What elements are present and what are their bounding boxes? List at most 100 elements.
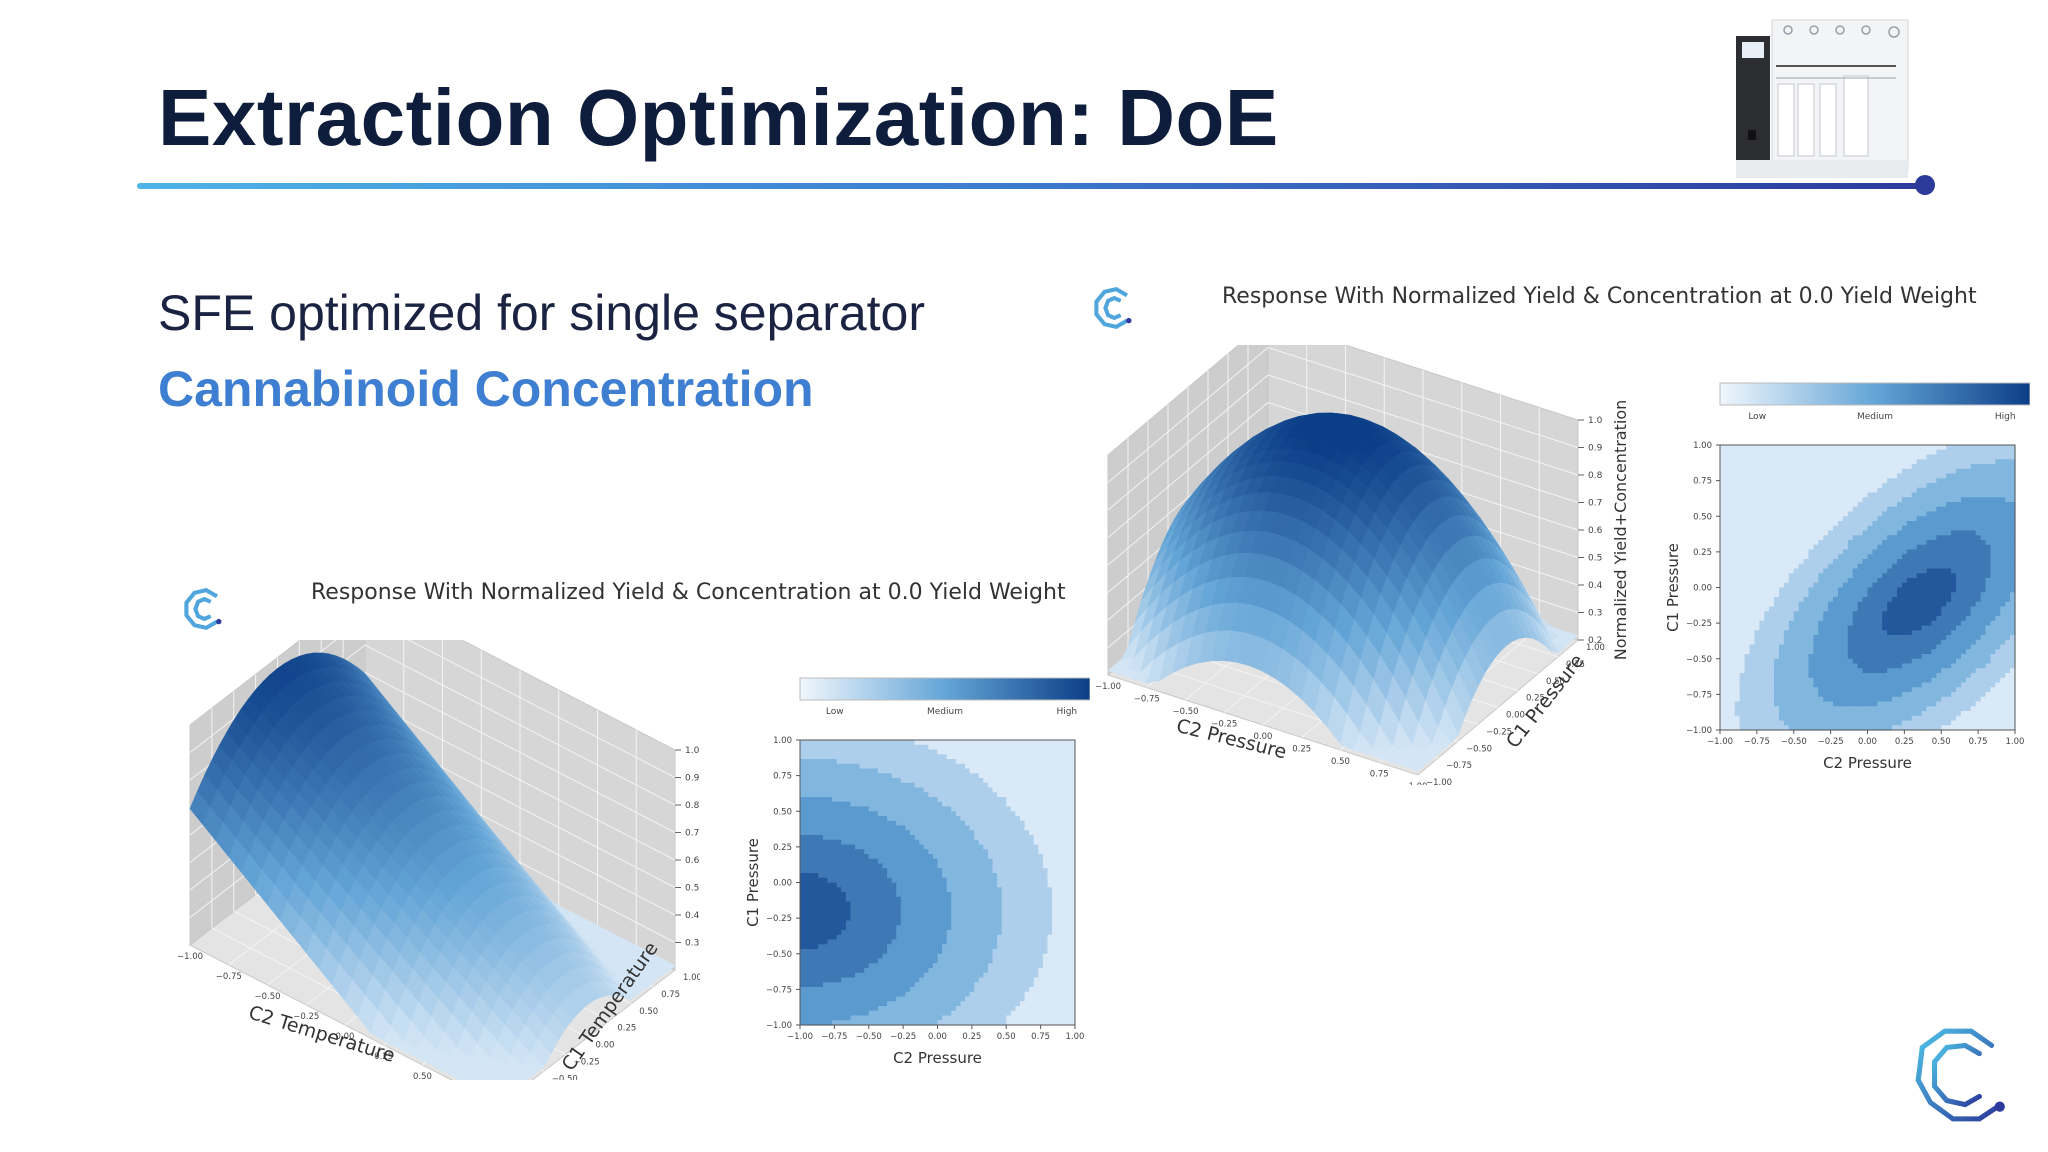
y-tick-label: −0.25 [1486, 727, 1512, 737]
x-axis-label: C2 Pressure [893, 1049, 982, 1067]
y-tick-label: 0.25 [1526, 694, 1545, 704]
surface-mesh [189, 652, 676, 1080]
x-tick-label: −1.00 [1095, 682, 1121, 692]
contour-plot-area [800, 740, 1076, 1026]
c-logo-icon [184, 587, 222, 631]
y-tick-label: −0.25 [766, 914, 792, 924]
y-tick-label: −1.00 [766, 1021, 792, 1031]
z-axis-label: Normalized Yield+Concentration [1611, 400, 1630, 661]
x-tick-label: 1.00 [1409, 782, 1428, 785]
y-tick-label: 0.25 [773, 843, 792, 853]
y-tick-label: −0.75 [766, 985, 792, 995]
z-tick-label: 0.4 [1588, 581, 1603, 591]
y-axis-label: C1 Pressure [1664, 543, 1682, 632]
y-tick-label: 0.50 [1546, 677, 1565, 687]
z-tick-label: 0.5 [1588, 554, 1602, 564]
x-tick-label: 0.00 [1254, 732, 1273, 742]
colorbar-label: Medium [1857, 412, 1893, 422]
y-tick-label: −1.00 [1686, 726, 1712, 736]
x-tick-label: 0.25 [1292, 745, 1311, 755]
z-tick-label: 0.3 [685, 939, 699, 949]
colorbar-label: High [1056, 707, 1077, 717]
x-tick-label: 1.00 [1066, 1032, 1085, 1042]
z-tick-label: 0.6 [1588, 526, 1603, 536]
x-tick-label: 0.75 [1969, 737, 1988, 747]
x-tick-label: −0.50 [1781, 737, 1807, 747]
x-tick-label: −1.00 [787, 1032, 813, 1042]
z-tick-label: 0.7 [1588, 499, 1602, 509]
y-tick-label: 0.00 [773, 879, 792, 889]
y-tick-label: 0.00 [1506, 711, 1525, 721]
slide-subtitle: SFE optimized for single separator [158, 285, 926, 341]
z-tick-label: 0.9 [1588, 444, 1603, 454]
x-tick-label: −0.25 [1211, 720, 1237, 730]
x-tick-label: 0.00 [1858, 737, 1877, 747]
x-tick-label: −0.75 [1134, 695, 1160, 705]
y-tick-label: 0.50 [639, 1007, 658, 1017]
y-tick-label: 1.00 [773, 736, 792, 746]
colorbar-label: Low [826, 707, 844, 717]
z-tick-label: 1.0 [1588, 416, 1603, 426]
y-tick-label: 0.25 [1693, 548, 1712, 558]
x-tick-label: −0.25 [293, 1012, 319, 1022]
colorbar-label: High [1995, 412, 2016, 422]
y-tick-label: 0.75 [773, 772, 792, 782]
x-axis-label: C2 Pressure [1823, 754, 1912, 772]
slide-title: Extraction Optimization: DoE [158, 73, 1279, 162]
c-logo-icon [1915, 1028, 2005, 1122]
x-tick-label: −0.75 [821, 1032, 847, 1042]
x-tick-label: 1.00 [2006, 737, 2025, 747]
colorbar [1719, 382, 2030, 406]
x-tick-label: −0.25 [1818, 737, 1844, 747]
y-tick-label: −0.50 [766, 950, 792, 960]
y-tick-label: −0.50 [1466, 744, 1492, 754]
x-tick-label: −0.50 [856, 1032, 882, 1042]
y-tick-label: 0.00 [596, 1041, 615, 1051]
y-tick-label: 1.00 [1693, 441, 1712, 451]
contour-plot-area [1720, 445, 2016, 731]
c-logo-icon [1094, 286, 1132, 330]
y-tick-label: 0.75 [1693, 477, 1712, 487]
x-tick-label: −0.75 [1744, 737, 1770, 747]
y-tick-label: −1.00 [1426, 778, 1452, 785]
x-tick-label: −1.00 [1707, 737, 1733, 747]
x-tick-label: 0.25 [374, 1052, 393, 1062]
y-tick-label: 0.75 [661, 990, 680, 1000]
x-tick-label: 0.25 [962, 1032, 981, 1042]
x-tick-label: −0.75 [216, 972, 242, 982]
slide-subtitle-accent: Cannabinoid Concentration [158, 361, 814, 417]
surface-chart-2: 0.2 0.3 0.4 0.5 0.6 0.7 0.8 0.9 1.0 Normalized Yi… [1095, 345, 1630, 785]
x-tick-label: 0.50 [413, 1072, 432, 1080]
y-tick-label: −0.25 [574, 1057, 600, 1067]
y-tick-label: −0.25 [1686, 619, 1712, 629]
y-tick-label: 1.00 [1586, 643, 1605, 653]
y-axis-label: C1 Pressure [744, 838, 762, 927]
surface-chart-1-title: Response With Normalized Yield & Concent… [311, 580, 1066, 605]
z-tick-label: 0.2 [1588, 636, 1602, 646]
x-tick-label: 0.75 [1031, 1032, 1050, 1042]
y-tick-label: −0.75 [1446, 761, 1472, 771]
x-tick-label: 0.50 [1932, 737, 1951, 747]
surface-mesh [1107, 412, 1579, 771]
z-tick-label: 0.9 [685, 774, 700, 784]
y-tick-label: −0.50 [552, 1074, 578, 1080]
x-tick-label: −0.50 [1172, 707, 1198, 717]
y-tick-label: 0.25 [617, 1024, 636, 1034]
y-tick-label: 0.75 [1566, 660, 1585, 670]
x-tick-label: 0.50 [1331, 757, 1350, 767]
y-tick-label: −0.75 [1686, 690, 1712, 700]
contour-chart-2: Low Medium High −1.00 −0.75 −0.50 −0.25 0.00 0.2… [1664, 382, 2030, 772]
colorbar-label: Medium [927, 707, 963, 717]
x-tick-label: 0.25 [1895, 737, 1914, 747]
x-tick-label: 0.00 [336, 1032, 355, 1042]
x-tick-label: 0.50 [997, 1032, 1016, 1042]
z-tick-label: 0.8 [1588, 471, 1603, 481]
y-tick-label: 0.50 [773, 807, 792, 817]
colorbar [799, 677, 1090, 701]
surface-chart-2-title: Response With Normalized Yield & Concent… [1222, 284, 1977, 309]
y-tick-label: −0.50 [1686, 655, 1712, 665]
x-tick-label: −0.25 [890, 1032, 916, 1042]
z-tick-label: 0.6 [685, 856, 700, 866]
z-tick-label: 0.8 [685, 801, 700, 811]
